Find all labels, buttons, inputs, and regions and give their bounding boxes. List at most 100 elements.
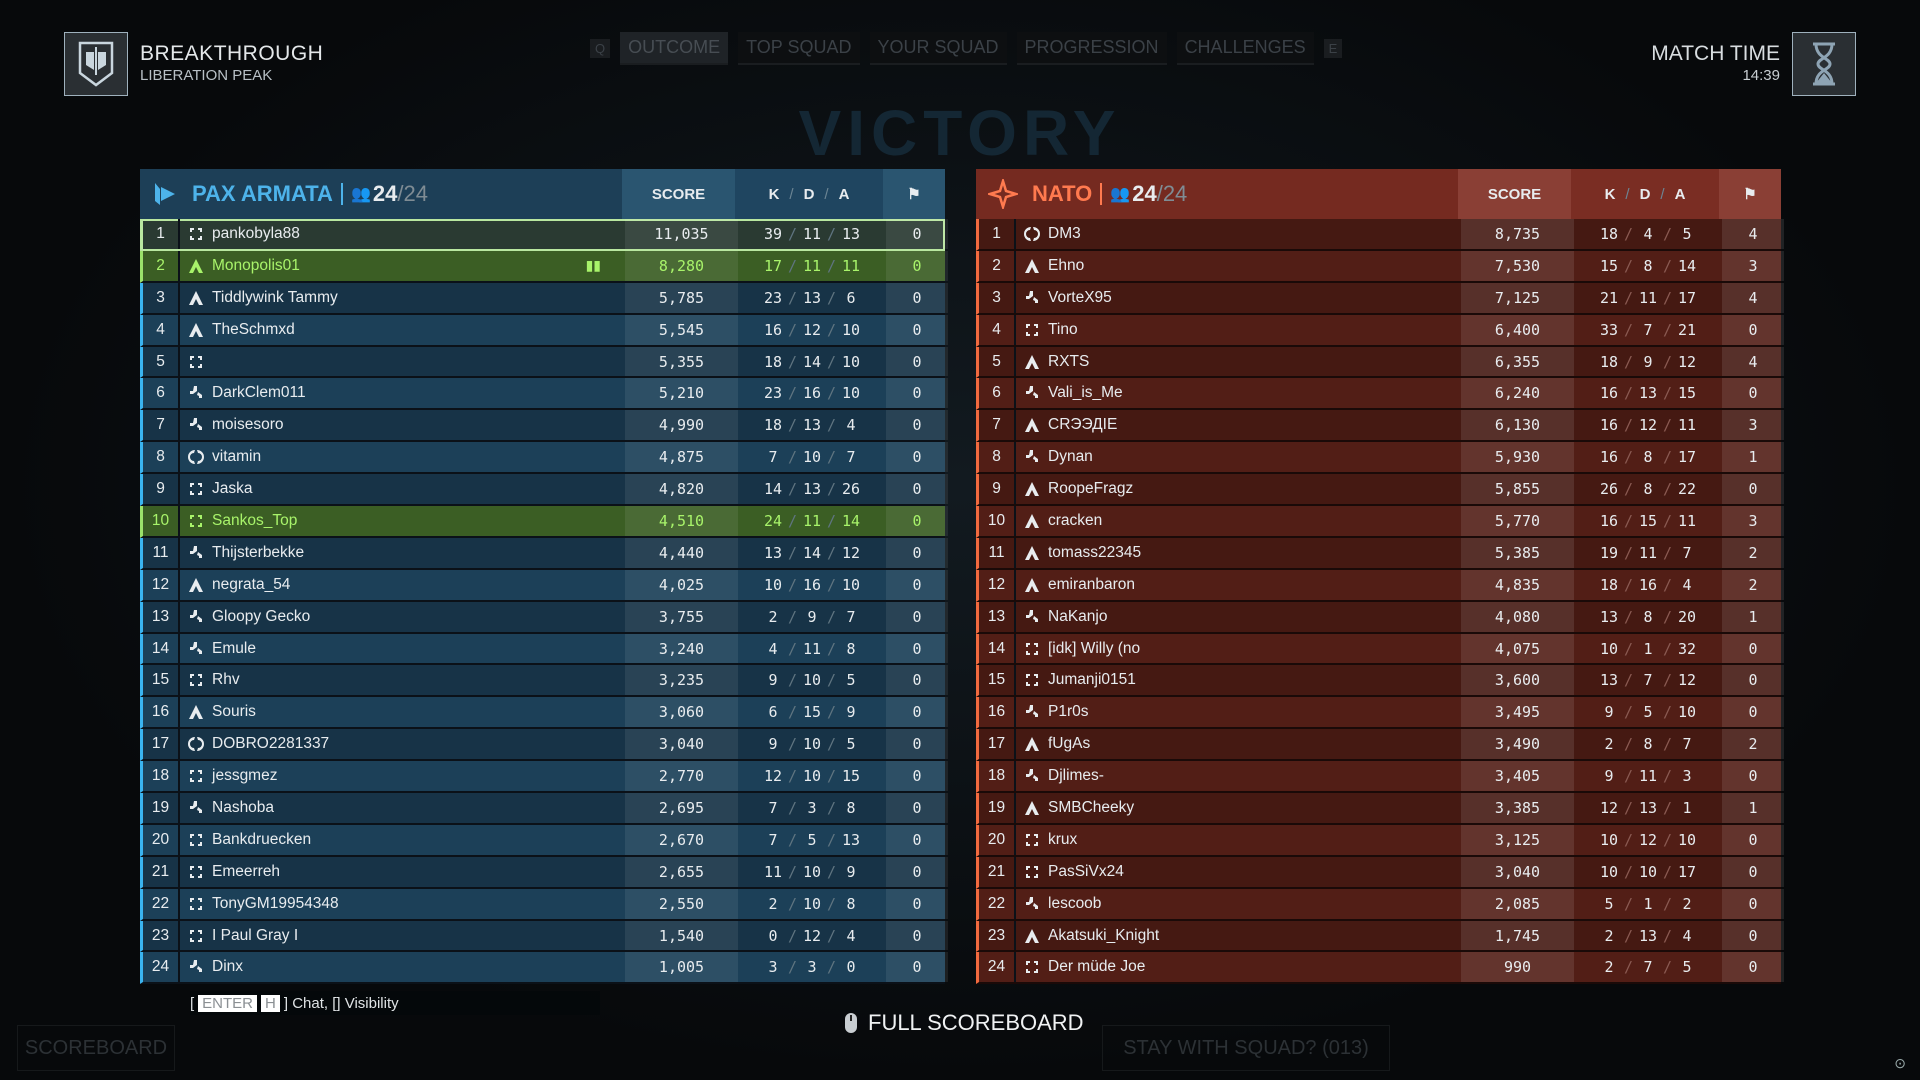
player-row[interactable]: 9 RoopeFragz 5,855 26/8/22 0 — [976, 474, 1784, 507]
player-row[interactable]: 5 RXTS 6,355 18/9/12 4 — [976, 346, 1784, 379]
player-row[interactable]: 2 Ehno 7,530 15/8/14 3 — [976, 250, 1784, 283]
player-row[interactable]: 1 pankobyla88 11,035 39/11/13 0 — [140, 219, 948, 251]
assault-class-icon — [188, 577, 204, 593]
kda-column-header[interactable]: K / D / A — [1604, 185, 1686, 203]
deaths: 15 — [1638, 511, 1658, 530]
tab-top-squad[interactable]: TOP SQUAD — [738, 32, 860, 65]
tab-your-squad[interactable]: YOUR SQUAD — [869, 32, 1007, 65]
player-row[interactable]: 9 Jaska 4,820 14/13/26 0 — [140, 474, 948, 507]
kills: 16 — [763, 320, 782, 339]
rank: 5 — [979, 346, 1016, 377]
player-name: Tino — [1048, 320, 1078, 338]
player-row[interactable]: 15 Rhv 3,235 9/10/5 0 — [140, 665, 948, 698]
kda: 7/5/13 — [738, 825, 886, 855]
score: 4,835 — [1461, 569, 1574, 600]
kills: 9 — [1604, 703, 1614, 722]
score: 4,820 — [625, 474, 738, 505]
player-row[interactable]: 20 krux 3,125 10/12/10 0 — [976, 824, 1784, 857]
assault-class-icon — [188, 704, 204, 720]
objectives: 0 — [886, 250, 948, 281]
player-row[interactable]: 8 Dynan 5,930 16/8/17 1 — [976, 442, 1784, 475]
player-row[interactable]: 24 Dinx 1,005 3/3/0 0 — [140, 952, 948, 985]
player-row[interactable]: 8 vitamin 4,875 7/10/7 0 — [140, 442, 948, 475]
player-row[interactable]: 18 jessgmez 2,770 12/10/15 0 — [140, 761, 948, 794]
player-row[interactable]: 16 Souris 3,060 6/15/9 0 — [140, 697, 948, 730]
tab-progression[interactable]: PROGRESSION — [1016, 32, 1167, 65]
kda: 7/3/8 — [738, 793, 886, 823]
player-row[interactable]: 4 TheSchmxd 5,545 16/12/10 0 — [140, 314, 948, 347]
prev-tab-key[interactable]: Q — [590, 39, 611, 58]
score: 4,990 — [625, 410, 738, 441]
assists: 7 — [1682, 543, 1692, 562]
player-row[interactable]: 5 5,355 18/14/10 0 — [140, 346, 948, 379]
player-row[interactable]: 4 Tino 6,400 33/7/21 0 — [976, 314, 1784, 347]
player-row[interactable]: 7 moisesoro 4,990 18/13/4 0 — [140, 410, 948, 443]
score: 3,385 — [1461, 793, 1574, 823]
player-row[interactable]: 11 Thijsterbekke 4,440 13/14/12 0 — [140, 537, 948, 570]
score: 3,125 — [1461, 824, 1574, 855]
kda: 11/10/9 — [738, 857, 886, 887]
player-row[interactable]: 10 Sankos_Top 4,510 24/11/14 0 — [140, 506, 948, 538]
scoreboard-button[interactable]: SCOREBOARD — [17, 1025, 175, 1071]
player-row[interactable]: 23 I Paul Gray I 1,540 0/12/4 0 — [140, 920, 948, 953]
player-row[interactable]: 1 DM3 8,735 18/4/5 4 — [976, 219, 1784, 251]
player-row[interactable]: 21 PasSiVx24 3,040 10/10/17 0 — [976, 856, 1784, 889]
player-row[interactable]: 2 Monopolis01 ▮▮ 8,280 17/11/11 0 — [140, 250, 948, 283]
player-row[interactable]: 15 Jumanji0151 3,600 13/7/12 0 — [976, 665, 1784, 698]
player-row[interactable]: 12 negrata_54 4,025 10/16/10 0 — [140, 569, 948, 602]
kda: 13/8/20 — [1574, 602, 1722, 632]
player-row[interactable]: 24 Der müde Joe 990 2/7/5 0 — [976, 952, 1784, 985]
player-name: cracken — [1048, 511, 1103, 529]
kda-column-header[interactable]: K / D / A — [768, 185, 850, 203]
player-row[interactable]: 14 [idk] Willy (no 4,075 10/1/32 0 — [976, 633, 1784, 666]
full-scoreboard-button[interactable]: FULL SCOREBOARD — [844, 1010, 1084, 1036]
player-row[interactable]: 23 Akatsuki_Knight 1,745 2/13/4 0 — [976, 920, 1784, 953]
objectives: 0 — [1722, 697, 1784, 728]
player-row[interactable]: 17 DOBRO2281337 3,040 9/10/5 0 — [140, 729, 948, 762]
assists: 6 — [846, 288, 856, 307]
squad-member-icon: ▮▮ — [585, 257, 601, 274]
assault-class-icon — [1024, 481, 1040, 497]
player-row[interactable]: 6 DarkClem011 5,210 23/16/10 0 — [140, 378, 948, 411]
player-row[interactable]: 6 Vali_is_Me 6,240 16/13/15 0 — [976, 378, 1784, 411]
deaths: 3 — [807, 798, 817, 817]
settings-icon[interactable]: ⊙ — [1894, 1055, 1906, 1071]
player-row[interactable]: 13 NaKanjo 4,080 13/8/20 1 — [976, 601, 1784, 634]
stay-with-squad-button[interactable]: STAY WITH SQUAD? (013) — [1102, 1025, 1390, 1071]
player-row[interactable]: 10 cracken 5,770 16/15/11 3 — [976, 506, 1784, 538]
flag-icon[interactable]: ⚑ — [1719, 169, 1781, 219]
assists: 2 — [1682, 894, 1692, 913]
player-row[interactable]: 3 VorteX95 7,125 21/11/17 4 — [976, 282, 1784, 315]
player-row[interactable]: 18 Djlimes- 3,405 9/11/3 0 — [976, 761, 1784, 794]
player-row[interactable]: 16 P1r0s 3,495 9/5/10 0 — [976, 697, 1784, 730]
player-row[interactable]: 12 emiranbaron 4,835 18/16/4 2 — [976, 569, 1784, 602]
next-tab-key[interactable]: E — [1323, 39, 1343, 58]
player-row[interactable]: 22 TonyGM19954348 2,550 2/10/8 0 — [140, 888, 948, 921]
player-row[interactable]: 13 Gloopy Gecko 3,755 2/9/7 0 — [140, 601, 948, 634]
tab-outcome[interactable]: OUTCOME — [620, 32, 729, 65]
support-class-icon — [1024, 864, 1040, 880]
player-name: Rhv — [212, 671, 240, 689]
player-row[interactable]: 19 SMBCheeky 3,385 12/13/1 1 — [976, 793, 1784, 825]
objectives: 0 — [886, 569, 948, 600]
player-row[interactable]: 21 Emeerreh 2,655 11/10/9 0 — [140, 856, 948, 889]
player-row[interactable]: 22 lescoob 2,085 5/1/2 0 — [976, 888, 1784, 921]
score-column-header[interactable]: SCORE — [1458, 169, 1571, 219]
player-row[interactable]: 20 Bankdruecken 2,670 7/5/13 0 — [140, 824, 948, 857]
kda: 0/12/4 — [738, 921, 886, 951]
team-header: NATO 👥 24/24 SCORE K / D / A ⚑ — [976, 169, 1781, 219]
player-row[interactable]: 17 fUgAs 3,490 2/8/7 2 — [976, 729, 1784, 762]
player-row[interactable]: 14 Emule 3,240 4/11/8 0 — [140, 633, 948, 666]
deaths: 8 — [1643, 607, 1653, 626]
rank: 5 — [143, 346, 180, 377]
player-row[interactable]: 19 Nashoba 2,695 7/3/8 0 — [140, 793, 948, 825]
player-row[interactable]: 3 Tiddlywink Tammy 5,785 23/13/6 0 — [140, 282, 948, 315]
score-column-header[interactable]: SCORE — [622, 169, 735, 219]
player-row[interactable]: 11 tomass22345 5,385 19/11/7 2 — [976, 537, 1784, 570]
objectives: 0 — [886, 824, 948, 855]
kda: 23/16/10 — [738, 378, 886, 408]
assists: 8 — [846, 639, 856, 658]
player-row[interactable]: 7 CRЭЭДIE 6,130 16/12/11 3 — [976, 410, 1784, 443]
tab-challenges[interactable]: CHALLENGES — [1176, 32, 1314, 65]
flag-icon[interactable]: ⚑ — [883, 169, 945, 219]
